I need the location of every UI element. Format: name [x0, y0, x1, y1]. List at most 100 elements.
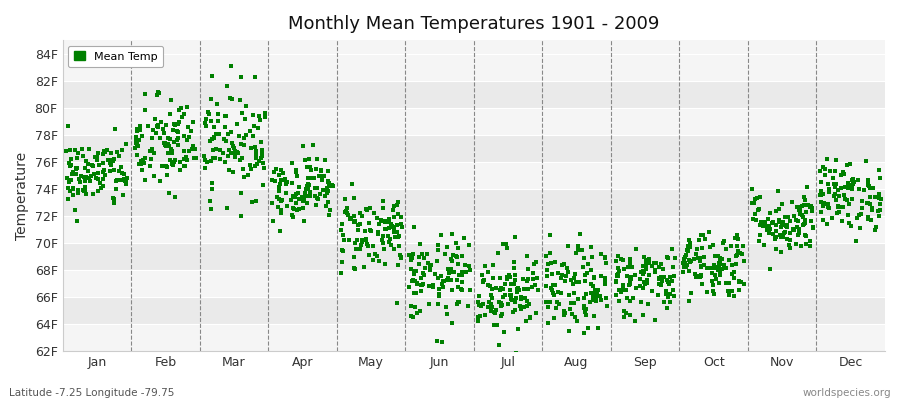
Point [292, 196, 307, 202]
Point [843, 161, 858, 167]
Point [757, 223, 771, 230]
Point [308, 185, 322, 191]
Point [161, 140, 176, 147]
Point [702, 244, 716, 250]
Point [511, 326, 526, 332]
Point [161, 150, 176, 156]
Point [829, 157, 843, 163]
Point [323, 207, 338, 214]
Point [565, 311, 580, 317]
Point [72, 176, 86, 182]
Point [430, 242, 445, 249]
Point [98, 171, 112, 178]
Point [136, 157, 150, 163]
Point [95, 169, 110, 175]
Point [822, 186, 836, 192]
Point [392, 252, 407, 258]
Point [159, 172, 174, 178]
Point [609, 258, 624, 264]
Point [663, 298, 678, 305]
Point [730, 243, 744, 249]
Point [288, 194, 302, 200]
Point [216, 149, 230, 156]
Point [256, 160, 270, 167]
Point [496, 240, 510, 247]
Point [567, 300, 581, 306]
Point [442, 268, 456, 274]
Point [507, 280, 521, 287]
Point [498, 281, 512, 287]
Point [706, 288, 721, 294]
Point [219, 138, 233, 144]
Point [301, 181, 315, 188]
Point [793, 207, 807, 213]
Point [472, 302, 486, 308]
Point [246, 112, 260, 118]
Point [292, 184, 307, 190]
Point [298, 189, 312, 196]
Point [292, 196, 307, 202]
Point [118, 181, 132, 187]
Point [422, 263, 436, 270]
Point [660, 254, 674, 260]
Point [146, 127, 160, 134]
Point [142, 162, 157, 169]
Point [442, 266, 456, 273]
Point [547, 315, 562, 322]
Point [235, 110, 249, 116]
Point [765, 220, 779, 226]
Point [707, 264, 722, 271]
Point [698, 236, 712, 242]
Point [412, 260, 427, 267]
Point [130, 152, 144, 158]
Point [627, 318, 642, 324]
Point [828, 184, 842, 191]
Point [713, 255, 727, 261]
Point [842, 220, 856, 226]
Point [519, 302, 534, 309]
Point [546, 290, 561, 296]
Point [706, 262, 721, 268]
Point [851, 177, 866, 183]
Point [816, 164, 831, 170]
Point [166, 162, 180, 168]
Point [404, 266, 419, 272]
Point [356, 213, 370, 219]
Point [154, 119, 168, 126]
Point [868, 227, 883, 234]
Point [130, 142, 144, 148]
Point [311, 173, 326, 179]
Point [74, 173, 88, 180]
Point [449, 240, 464, 246]
Point [544, 260, 558, 266]
Point [84, 173, 98, 179]
Point [779, 224, 794, 230]
Point [841, 212, 855, 218]
Point [441, 266, 455, 272]
Point [761, 216, 776, 222]
Point [610, 272, 625, 278]
Point [133, 158, 148, 164]
Point [462, 262, 476, 269]
Point [806, 225, 820, 231]
Point [522, 301, 536, 308]
Point [548, 282, 562, 289]
Point [580, 291, 594, 297]
Point [800, 184, 814, 190]
Point [268, 178, 283, 184]
Point [414, 288, 428, 294]
Point [70, 165, 85, 171]
Point [355, 237, 369, 244]
Point [580, 325, 595, 332]
Point [156, 126, 170, 132]
Point [792, 226, 806, 233]
Point [841, 184, 855, 191]
Point [719, 280, 733, 286]
Point [201, 108, 215, 115]
Point [451, 284, 465, 291]
Point [666, 287, 680, 294]
Point [405, 255, 419, 261]
Point [387, 228, 401, 235]
Point [203, 96, 218, 102]
Point [552, 301, 566, 308]
